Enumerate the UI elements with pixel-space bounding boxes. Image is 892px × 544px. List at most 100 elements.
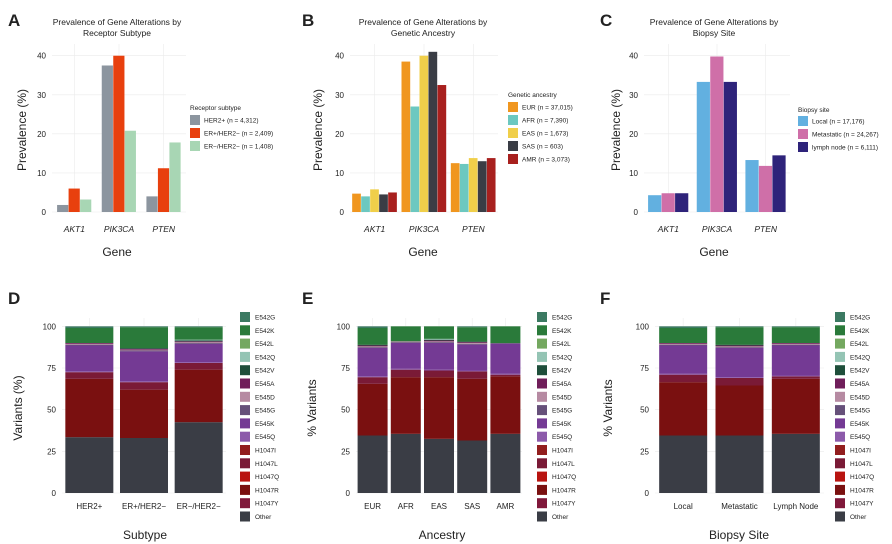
- y-axis-ticks: 0 25 50 75 100: [337, 322, 351, 498]
- legend-swatch: [508, 154, 518, 164]
- y-axis-ticks: 0 10 20 30 40: [629, 52, 638, 217]
- x-tick-label-local: Local: [674, 502, 693, 511]
- bar-segment-local-e545k: [659, 345, 708, 374]
- x-tick-label-lymph-node: Lymph Node: [773, 502, 819, 511]
- legend-swatch: [835, 391, 845, 402]
- bars: [57, 55, 181, 212]
- bar-segment-amr-e545g: [490, 343, 521, 344]
- x-tick-label-akt1: AKT1: [657, 224, 680, 234]
- bar-pten-metastatic: [758, 165, 773, 212]
- bar-segment-eas-e545g: [424, 342, 454, 343]
- legend-label-e545q: E545Q: [552, 434, 572, 441]
- legend-swatch: [537, 431, 547, 442]
- bar-segment-sas-e545q: [457, 370, 488, 372]
- x-axis-ticks: HER2+ ER+/HER2− ER−/HER2−: [76, 502, 221, 511]
- y-axis-title: Prevalence (%): [311, 89, 325, 171]
- x-tick-label-amr: AMR: [497, 502, 515, 511]
- panel-label: C: [600, 11, 612, 30]
- bar-segment-er-her2-e545g: [120, 350, 168, 352]
- bar-segment-local-e545q: [659, 373, 708, 375]
- bar-segment-metastatic-e542g: [715, 326, 764, 328]
- legend-swatch: [240, 365, 250, 376]
- legend-label-h1047y: H1047Y: [552, 501, 576, 508]
- bar-segment-er-her2-h1047l: [120, 382, 168, 390]
- bar-segment-sas-e545a: [457, 342, 488, 343]
- bar-segment-er-her2-h1047r: [174, 369, 223, 423]
- legend-label-e545d: E545D: [552, 394, 572, 401]
- bar-akt1-local: [648, 195, 662, 212]
- y-tick-label: 0: [645, 489, 650, 498]
- x-tick-label-afr: AFR: [398, 502, 414, 511]
- bar-segment-sas-h1047l: [457, 371, 488, 379]
- legend-swatch: [835, 325, 845, 336]
- panel-label: D: [8, 289, 20, 308]
- bar-segment-metastatic-h1047l: [715, 378, 764, 386]
- legend-swatch: [537, 365, 547, 376]
- bar-akt1-metastatic: [661, 193, 675, 212]
- legend-label: AMR (n = 3,073): [522, 157, 570, 164]
- legend-swatch: [835, 511, 845, 522]
- legend-label-h1047y: H1047Y: [850, 501, 874, 508]
- bar-pten-amr: [486, 158, 496, 212]
- legend-label-h1047l: H1047L: [255, 461, 278, 468]
- bar-segment-metastatic-e545g: [715, 347, 764, 348]
- x-axis-ticks: AKT1 PIK3CA PTEN: [363, 224, 485, 234]
- panel-f: F 0 25 50 75 100 Local Metastatic Lymph Node B…: [600, 289, 874, 542]
- legend-label-h1047q: H1047Q: [850, 474, 874, 481]
- y-tick-label: 20: [629, 130, 638, 139]
- bar-segment-afr-e545g: [390, 342, 421, 343]
- x-tick-label-akt1: AKT1: [63, 224, 86, 234]
- legend-label-e542k: E542K: [850, 328, 870, 335]
- y-tick-label: 75: [47, 364, 56, 373]
- legend-swatch: [240, 351, 250, 362]
- bar-akt1-eur: [352, 193, 361, 212]
- legend-swatch: [240, 484, 250, 495]
- chart-title-line-1: Prevalence of Gene Alterations by: [359, 17, 488, 27]
- bar-segment-eas-e545k: [424, 343, 454, 370]
- bar-segment-lymph-node-other: [771, 433, 820, 493]
- bar-segment-metastatic-e542v: [715, 344, 764, 346]
- bar-segment-lymph-node-h1047r: [771, 378, 820, 434]
- bar-segment-lymph-node-e542g: [771, 326, 820, 328]
- legend-label-h1047l: H1047L: [850, 461, 873, 468]
- legend-swatch: [240, 511, 250, 522]
- x-axis-title: Gene: [699, 245, 729, 259]
- bar-segment-metastatic-e542k: [715, 327, 764, 345]
- bar-segment-metastatic-e545a: [715, 345, 764, 347]
- legend-swatch: [537, 391, 547, 402]
- bar-segment-er-her2-e545d: [120, 349, 168, 351]
- legend-label-h1047q: H1047Q: [255, 474, 279, 481]
- bar-segment-afr-h1047l: [390, 369, 421, 378]
- bar-segment-er-her2-h1047l: [174, 363, 223, 370]
- legend: E542G E542K E542L E542Q E542V E545A E545D E545G…: [835, 312, 874, 522]
- bar-segment-her2-e545a: [65, 343, 114, 344]
- bar-segment-amr-h1047r: [490, 376, 521, 434]
- bars: [648, 56, 786, 213]
- bar-segment-afr-e545d: [390, 341, 421, 343]
- x-axis-ticks: AKT1 PIK3CA PTEN: [657, 224, 778, 234]
- bar-pik3ca-local: [696, 81, 710, 212]
- bar-segment-er-her2-e545q: [120, 381, 168, 383]
- bar-segment-sas-e542k: [457, 327, 488, 342]
- bar-akt1-er-her2: [68, 188, 80, 212]
- legend-swatch: [508, 128, 518, 138]
- bar-segment-lymph-node-e545d: [771, 343, 820, 345]
- x-tick-label-akt1: AKT1: [363, 224, 386, 234]
- legend-label-h1047i: H1047I: [850, 448, 871, 455]
- legend-swatch: [537, 325, 547, 336]
- legend-label: EUR (n = 37,015): [522, 105, 573, 112]
- y-tick-label: 0: [340, 208, 345, 217]
- bar-pik3ca-metastatic: [710, 56, 724, 213]
- legend-label: lymph node (n = 6,111): [812, 145, 878, 152]
- legend-label: AFR (n = 7,390): [522, 118, 568, 125]
- legend-label-e545k: E545K: [255, 421, 275, 428]
- y-tick-label: 40: [335, 52, 344, 61]
- legend-swatch: [190, 128, 200, 138]
- panel-d: D 0 25 50 75 100 HER2+ ER+/HER2− ER−/HER2− Sub…: [8, 289, 279, 542]
- legend-swatch: [537, 498, 547, 509]
- bar-akt1-her2: [57, 204, 69, 212]
- y-tick-label: 0: [52, 489, 57, 498]
- bar-pten-local: [745, 160, 759, 212]
- bar-segment-local-e545g: [659, 344, 708, 346]
